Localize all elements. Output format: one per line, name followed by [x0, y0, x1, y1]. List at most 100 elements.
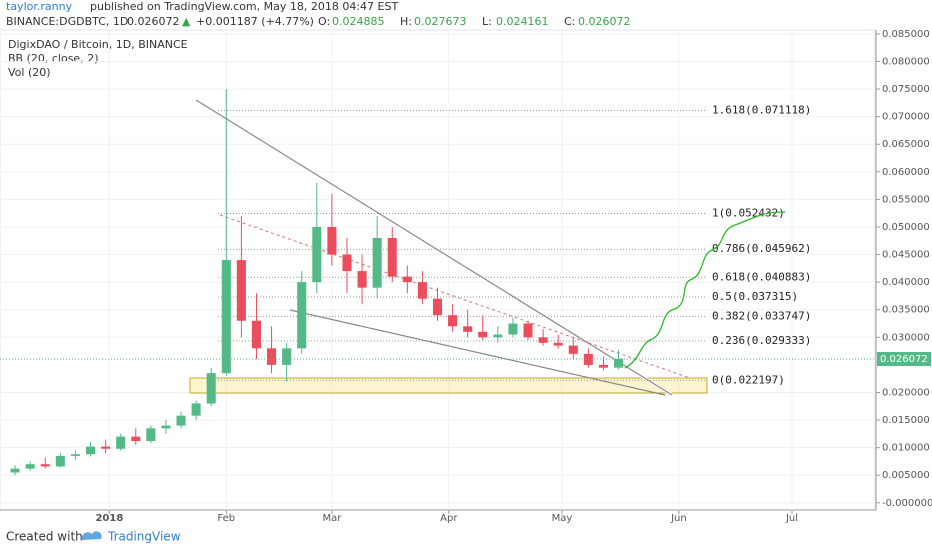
- quote-label: H:: [400, 15, 412, 28]
- fib-label: 0.786(0.045962): [712, 242, 811, 255]
- x-tick-label: Apr: [440, 513, 458, 524]
- y-tick-label: 0.085000: [882, 29, 930, 40]
- candle-body: [417, 282, 427, 299]
- candle-body: [282, 348, 292, 365]
- symbol: BINANCE:DGDBTC, 1D: [6, 15, 128, 28]
- y-tick-label: 0.030000: [882, 332, 930, 343]
- candles: [10, 89, 624, 476]
- candle-body: [40, 464, 50, 467]
- quote-label: C:: [564, 15, 575, 28]
- fib-label: 0.618(0.040883): [712, 270, 811, 283]
- candle-body: [146, 428, 156, 442]
- chart-title: DigixDAO / Bitcoin, 1D, BINANCE: [8, 38, 188, 51]
- fib-label: 0.5(0.037315): [712, 290, 798, 303]
- y-tick-label: 0.005000: [882, 470, 930, 481]
- candle-body: [463, 326, 473, 332]
- candle-body: [251, 320, 261, 349]
- price-tag: [877, 351, 931, 366]
- candle-body: [10, 468, 20, 473]
- candle-body: [357, 271, 367, 288]
- candle-body: [448, 315, 458, 327]
- up-arrow: ▲: [182, 15, 191, 28]
- candle-body: [342, 254, 352, 272]
- candle-body: [161, 425, 171, 429]
- candle-body: [116, 436, 126, 449]
- y-tick-label: 0.080000: [882, 56, 930, 67]
- axis: 0.085000 0.080000 0.075000 0.070000 0.065000…: [0, 29, 932, 524]
- candle-body: [131, 436, 141, 442]
- y-tick-label: 0.040000: [882, 277, 930, 288]
- candle-body: [372, 238, 382, 288]
- candle-body: [206, 373, 216, 404]
- y-tick-label: 0.035000: [882, 305, 930, 316]
- x-tick-label: May: [552, 513, 573, 524]
- candle-body: [267, 348, 277, 365]
- candle-body: [101, 446, 111, 449]
- fib-label: 1(0.052432): [712, 207, 785, 220]
- candle-body: [538, 337, 548, 343]
- y-tick-label: 0.015000: [882, 415, 930, 426]
- y-tick-label: 0.045000: [882, 250, 930, 261]
- fib-label: 1.618(0.071118): [712, 103, 811, 116]
- last: 0.026072: [127, 15, 180, 28]
- trendline-upper: [195, 99, 673, 396]
- author[interactable]: taylor.ranny: [6, 0, 73, 13]
- x-tick-label: 2018: [95, 513, 123, 524]
- candle-body: [387, 238, 397, 277]
- candle-body: [598, 364, 608, 368]
- indicator: Vol (20): [8, 66, 51, 79]
- change: +0.001187 (+4.77%): [196, 15, 314, 28]
- candle-body: [432, 298, 443, 316]
- y-tick-label: 0.050000: [882, 222, 930, 233]
- y-tick-label: 0.075000: [882, 84, 930, 95]
- fib-label: 0.382(0.033747): [712, 310, 811, 323]
- candle-body: [402, 276, 412, 283]
- x-tick-label: Jun: [670, 513, 687, 524]
- y-tick-label: 0.060000: [882, 167, 930, 178]
- quote-value: 0.024161: [496, 15, 549, 28]
- candle-body: [221, 260, 231, 374]
- logo: [81, 531, 102, 540]
- quote-label: O:: [318, 15, 330, 28]
- quote-value: 0.026072: [578, 15, 631, 28]
- brand[interactable]: TradingView: [107, 530, 181, 544]
- quote-value: 0.024885: [332, 15, 385, 28]
- quote-value: 0.027673: [414, 15, 467, 28]
- price-tag-label: 0.026072: [880, 354, 928, 365]
- candle-body: [25, 464, 35, 469]
- x-tick-label: Mar: [322, 513, 342, 524]
- candle-body: [176, 415, 186, 426]
- candle-body: [312, 226, 322, 283]
- y-tick-label: 0.065000: [882, 139, 930, 150]
- candle-body: [568, 345, 578, 354]
- y-tick-label: 0.020000: [882, 387, 930, 398]
- candle-body: [236, 260, 246, 321]
- published: published on TradingView.com, May 18, 20…: [90, 0, 398, 13]
- candle-body: [478, 331, 488, 338]
- candle-body: [191, 403, 201, 416]
- support-zone: [189, 377, 708, 394]
- candle-body: [493, 334, 503, 338]
- candle-body: [85, 446, 96, 455]
- y-tick-label: 0.055000: [882, 194, 930, 205]
- projection: [624, 211, 786, 369]
- candle-body: [508, 323, 518, 335]
- candle-body: [297, 282, 307, 349]
- candle-body: [55, 455, 65, 467]
- fib-label: 0(0.022197): [712, 373, 785, 386]
- y-tick-label: 0.070000: [882, 112, 930, 123]
- candle-body: [523, 323, 533, 338]
- candle-body: [327, 226, 337, 255]
- y-tick-label: -0.000000: [882, 498, 932, 509]
- candle-body: [70, 454, 80, 456]
- quote: O: 0.024885 H: 0.027673 L: 0.024161 C: 0.026072: [318, 15, 631, 28]
- candle-body: [614, 358, 624, 368]
- created-with: Created with: [6, 530, 83, 544]
- x-tick-label: Feb: [217, 513, 235, 524]
- fibonacci: 1.618(0.071118) 1(0.052432) 0.786(0.045962…: [218, 103, 811, 386]
- quote-label: L:: [482, 15, 492, 28]
- indicator: BB (20, close, 2): [8, 52, 99, 65]
- x-tick-label: Jul: [785, 513, 798, 524]
